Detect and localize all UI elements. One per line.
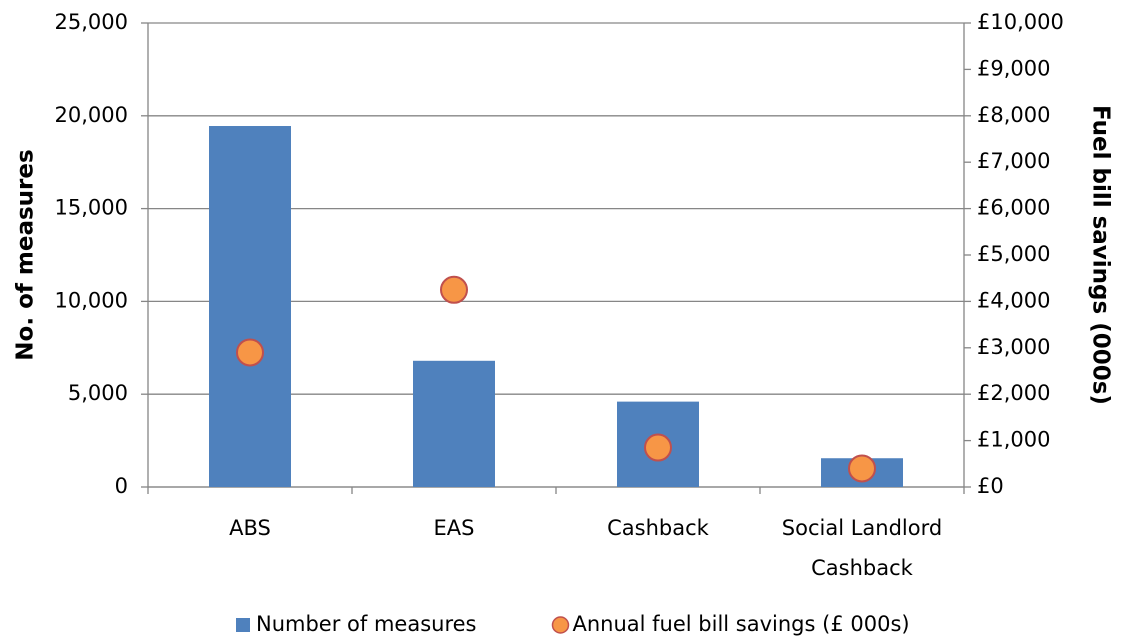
x-tick-label: Social Landlord Cashback (782, 516, 942, 580)
point (848, 454, 876, 483)
legend-swatch (551, 616, 570, 634)
y2-tick-label: £6,000 (977, 196, 1050, 220)
legend-label: Annual fuel bill savings (£ 000s) (572, 612, 909, 636)
y2-tick-label: £10,000 (977, 10, 1064, 34)
legend-label: Number of measures (256, 612, 476, 636)
x-tick-label: EAS (434, 516, 475, 540)
legend-swatch (236, 618, 250, 632)
y2-tick-label: £0 (977, 474, 1004, 498)
y-axis-title: No. of measures (13, 149, 39, 360)
point (440, 275, 468, 304)
y-tick-label: 5,000 (68, 381, 128, 405)
x-tick-label: Cashback (607, 516, 710, 540)
y-tick-label: 10,000 (55, 288, 128, 312)
y2-tick-label: £9,000 (977, 56, 1050, 80)
point (236, 338, 264, 367)
bar (209, 126, 291, 488)
bar (413, 360, 495, 487)
x-tick-label: ABS (229, 516, 271, 540)
y2-tick-label: £7,000 (977, 149, 1050, 173)
point (644, 433, 672, 462)
y-tick-label: 15,000 (55, 196, 128, 220)
y2-axis-title: Fuel bill savings (000s) (1088, 105, 1114, 405)
y2-tick-label: £5,000 (977, 242, 1050, 266)
y-tick-label: 0 (115, 474, 128, 498)
y2-tick-label: £8,000 (977, 103, 1050, 127)
y2-tick-label: £3,000 (977, 335, 1050, 359)
y2-tick-label: £2,000 (977, 381, 1050, 405)
y2-tick-label: £4,000 (977, 288, 1050, 312)
y-tick-label: 25,000 (55, 10, 128, 34)
y-tick-label: 20,000 (55, 103, 128, 127)
y2-tick-label: £1,000 (977, 428, 1050, 452)
